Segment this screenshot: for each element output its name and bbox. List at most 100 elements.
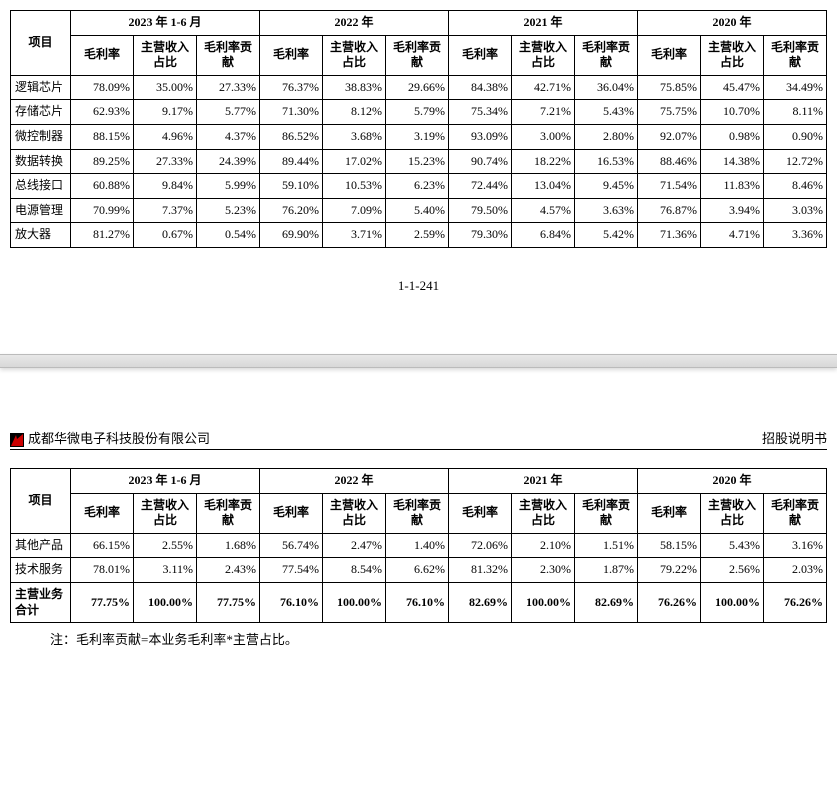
period-3: 2020 年 <box>638 468 827 493</box>
cell: 100.00% <box>512 582 575 622</box>
cell: 3.71% <box>323 223 386 248</box>
cell: 6.84% <box>512 223 575 248</box>
cell: 69.90% <box>260 223 323 248</box>
doc-title: 招股说明书 <box>762 428 827 447</box>
company-logo-icon <box>10 433 24 447</box>
table-row: 微控制器88.15%4.96%4.37%86.52%3.68%3.19%93.0… <box>11 124 827 149</box>
cell: 77.54% <box>260 558 323 583</box>
cell: 4.71% <box>701 223 764 248</box>
cell: 9.17% <box>134 100 197 125</box>
cell: 3.36% <box>764 223 827 248</box>
cell: 75.75% <box>638 100 701 125</box>
cell: 0.67% <box>134 223 197 248</box>
subheader: 主营收入占比 <box>701 35 764 75</box>
subheader: 毛利率贡献 <box>764 35 827 75</box>
cell: 17.02% <box>323 149 386 174</box>
cell: 8.11% <box>764 100 827 125</box>
cell: 100.00% <box>134 582 197 622</box>
subheader: 主营收入占比 <box>134 35 197 75</box>
cell: 82.69% <box>449 582 512 622</box>
cell: 3.11% <box>134 558 197 583</box>
cell: 2.47% <box>323 533 386 558</box>
cell: 0.90% <box>764 124 827 149</box>
subheader: 毛利率贡献 <box>386 493 449 533</box>
cell: 18.22% <box>512 149 575 174</box>
cell: 76.26% <box>764 582 827 622</box>
cell: 9.84% <box>134 174 197 199</box>
cell: 2.59% <box>386 223 449 248</box>
cell: 12.72% <box>764 149 827 174</box>
col-project: 项目 <box>11 468 71 533</box>
cell: 88.46% <box>638 149 701 174</box>
subheader: 毛利率 <box>260 493 323 533</box>
row-label: 逻辑芯片 <box>11 75 71 100</box>
cell: 38.83% <box>323 75 386 100</box>
header-row-1: 项目 2023 年 1-6 月 2022 年 2021 年 2020 年 <box>11 11 827 36</box>
cell: 13.04% <box>512 174 575 199</box>
cell: 71.54% <box>638 174 701 199</box>
cell: 100.00% <box>323 582 386 622</box>
subheader: 毛利率 <box>71 493 134 533</box>
subheader: 毛利率贡献 <box>764 493 827 533</box>
cell: 5.77% <box>197 100 260 125</box>
cell: 27.33% <box>134 149 197 174</box>
row-label: 存储芯片 <box>11 100 71 125</box>
cell: 81.32% <box>449 558 512 583</box>
cell: 2.56% <box>701 558 764 583</box>
footnote: 注：毛利率贡献=本业务毛利率*主营占比。 <box>10 629 827 648</box>
cell: 3.94% <box>701 198 764 223</box>
cell: 0.98% <box>701 124 764 149</box>
cell: 86.52% <box>260 124 323 149</box>
cell: 75.85% <box>638 75 701 100</box>
cell: 9.45% <box>575 174 638 199</box>
cell: 3.63% <box>575 198 638 223</box>
period-1: 2022 年 <box>260 468 449 493</box>
table-row: 存储芯片62.93%9.17%5.77%71.30%8.12%5.79%75.3… <box>11 100 827 125</box>
cell: 79.50% <box>449 198 512 223</box>
cell: 79.30% <box>449 223 512 248</box>
header-row-2: 毛利率主营收入占比毛利率贡献毛利率主营收入占比毛利率贡献毛利率主营收入占比毛利率… <box>11 35 827 75</box>
table-row: 其他产品66.15%2.55%1.68%56.74%2.47%1.40%72.0… <box>11 533 827 558</box>
row-label: 电源管理 <box>11 198 71 223</box>
cell: 8.54% <box>323 558 386 583</box>
cell: 90.74% <box>449 149 512 174</box>
cell: 66.15% <box>71 533 134 558</box>
table-row: 放大器81.27%0.67%0.54%69.90%3.71%2.59%79.30… <box>11 223 827 248</box>
table-row: 数据转换89.25%27.33%24.39%89.44%17.02%15.23%… <box>11 149 827 174</box>
cell: 60.88% <box>71 174 134 199</box>
cell: 93.09% <box>449 124 512 149</box>
page-header: 成都华微电子科技股份有限公司 招股说明书 <box>10 428 827 450</box>
cell: 76.37% <box>260 75 323 100</box>
cell: 2.43% <box>197 558 260 583</box>
cell: 71.36% <box>638 223 701 248</box>
subheader: 毛利率 <box>638 493 701 533</box>
row-label: 数据转换 <box>11 149 71 174</box>
cell: 27.33% <box>197 75 260 100</box>
company-name: 成都华微电子科技股份有限公司 <box>28 428 762 447</box>
cell: 3.16% <box>764 533 827 558</box>
cell: 2.03% <box>764 558 827 583</box>
cell: 72.06% <box>449 533 512 558</box>
subheader: 毛利率 <box>260 35 323 75</box>
cell: 7.09% <box>323 198 386 223</box>
cell: 3.03% <box>764 198 827 223</box>
cell: 71.30% <box>260 100 323 125</box>
cell: 77.75% <box>71 582 134 622</box>
cell: 5.40% <box>386 198 449 223</box>
cell: 4.37% <box>197 124 260 149</box>
cell: 88.15% <box>71 124 134 149</box>
cell: 2.80% <box>575 124 638 149</box>
subheader: 毛利率 <box>638 35 701 75</box>
table-total-row: 主营业务合计77.75%100.00%77.75%76.10%100.00%76… <box>11 582 827 622</box>
cell: 5.99% <box>197 174 260 199</box>
period-1: 2022 年 <box>260 11 449 36</box>
cell: 6.23% <box>386 174 449 199</box>
cell: 2.10% <box>512 533 575 558</box>
cell: 2.55% <box>134 533 197 558</box>
cell: 14.38% <box>701 149 764 174</box>
subheader: 毛利率贡献 <box>575 493 638 533</box>
page-break <box>0 354 837 368</box>
cell: 8.46% <box>764 174 827 199</box>
cell: 0.54% <box>197 223 260 248</box>
cell: 5.43% <box>701 533 764 558</box>
